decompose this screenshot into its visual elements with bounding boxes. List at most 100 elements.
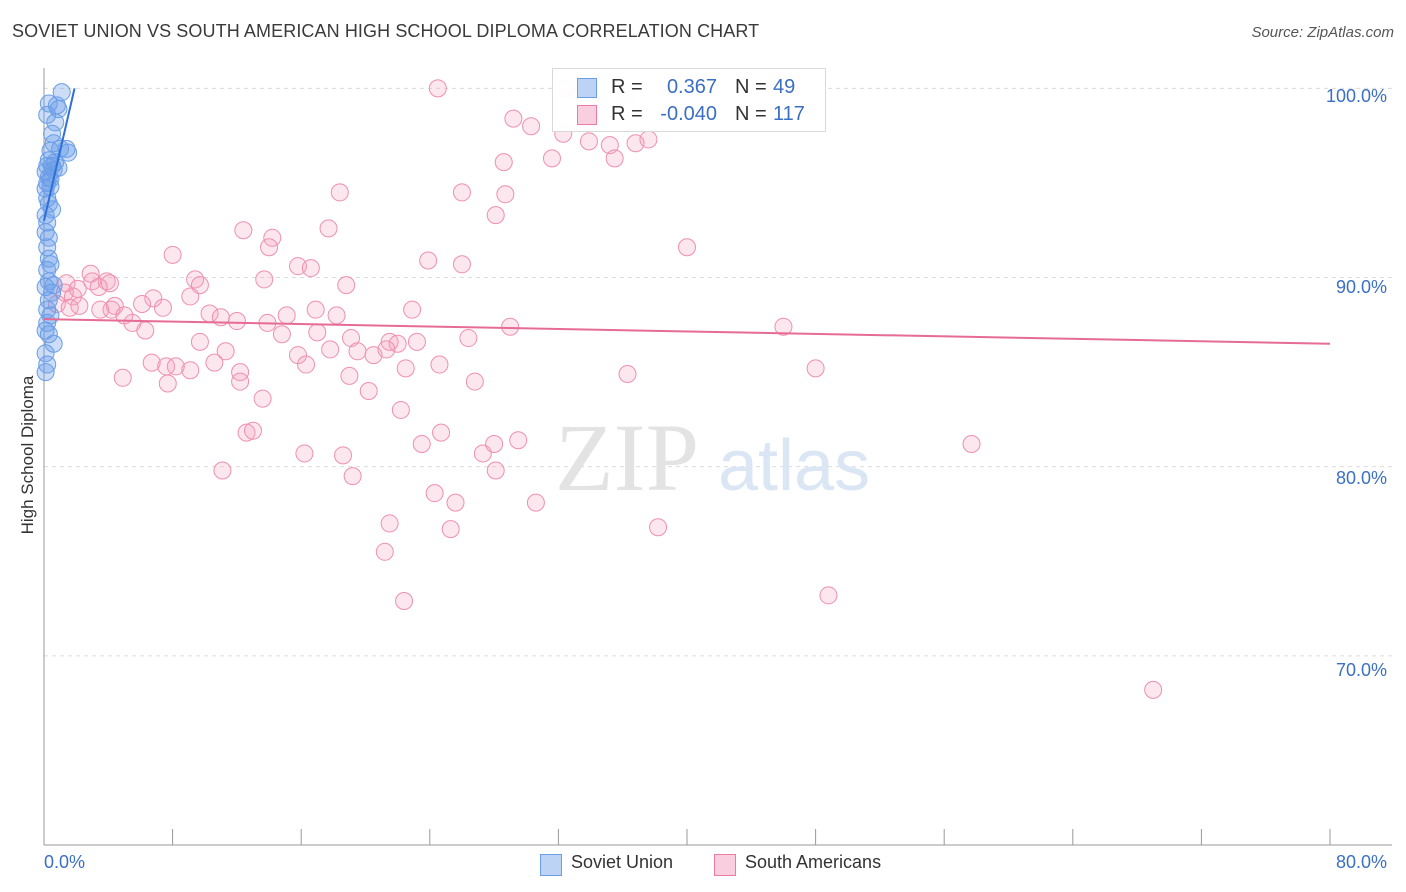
point-south-americans-69 [459,329,478,348]
point-south-americans-86 [465,372,484,391]
point-south-americans-7 [600,136,619,155]
point-soviet-union-33 [39,325,58,344]
trend-line-south-americans [43,318,1331,345]
point-south-americans-91 [231,372,250,391]
point-south-americans-11 [542,149,561,168]
gridlines [44,87,1392,657]
chart-source: Source: ZipAtlas.com [1251,24,1394,41]
stats-n-label: N = [735,76,767,98]
point-south-americans-71 [216,342,235,361]
point-south-americans-54 [306,300,325,319]
point-south-americans-113 [649,518,668,537]
correlation-stats-box: R = 0.367 N = 49 R = -0.040 N = 117 [552,68,826,132]
point-south-americans-20 [260,238,279,257]
point-south-americans-12 [605,149,624,168]
point-south-americans-28 [186,270,205,289]
stats-r-value: 0.367 [666,76,717,98]
legend-swatch-soviet-union [540,854,562,876]
point-south-americans-92 [340,366,359,385]
chart-title: SOVIET UNION VS SOUTH AMERICAN HIGH SCHO… [12,21,760,41]
point-south-americans-65 [342,329,361,348]
point-south-americans-103 [295,444,314,463]
point-soviet-union-30 [38,300,57,319]
point-south-americans-24 [452,255,471,274]
point-south-americans-10 [494,153,513,172]
point-south-americans-23 [419,251,438,270]
point-south-americans-67 [388,334,407,353]
legend-label-soviet-union: Soviet Union [571,852,674,872]
point-south-americans-70 [190,332,209,351]
stats-r-label: R = [611,103,643,125]
stats-swatch-soviet-union [577,78,597,98]
point-south-americans-79 [430,355,449,374]
legend-label-south-americans: South Americans [745,852,882,872]
point-south-americans-107 [486,461,505,480]
legend-swatch-south-americans [714,854,736,876]
point-south-americans-115 [395,591,414,610]
point-south-americans-82 [166,357,185,376]
point-soviet-union-1 [52,83,71,102]
point-south-americans-77 [396,359,415,378]
point-south-americans-58 [774,317,793,336]
y-axis-label: High School Diploma [18,375,37,535]
point-south-americans-93 [359,382,378,401]
point-south-americans-17 [319,219,338,238]
point-south-americans-118 [1144,680,1163,699]
point-south-americans-3 [504,109,523,128]
y-tick-label-100: 100.0% [1326,86,1388,106]
point-south-americans-116 [819,586,838,605]
point-south-americans-62 [136,321,155,340]
point-south-americans-98 [412,434,431,453]
point-south-americans-101 [485,434,504,453]
point-south-americans-53 [277,306,296,325]
point-soviet-union-21 [36,223,55,242]
watermark: ZIP atlas [555,404,870,511]
point-south-americans-30 [337,276,356,295]
point-south-americans-41 [181,287,200,306]
point-south-americans-26 [301,259,320,278]
point-south-americans-13 [330,183,349,202]
point-south-americans-40 [144,289,163,308]
point-south-americans-90 [158,374,177,393]
point-south-americans-4 [522,117,541,136]
point-south-americans-68 [407,332,426,351]
point-soviet-union-36 [38,355,57,374]
point-south-americans-99 [432,423,451,442]
point-soviet-union-47 [44,276,63,295]
point-south-americans-76 [377,340,396,359]
point-south-americans-37 [89,277,108,296]
point-south-americans-51 [227,312,246,331]
stats-n-value: 49 [773,76,796,98]
watermark-atlas: atlas [718,426,870,506]
x-tick-label-max: 80.0% [1336,852,1388,872]
point-south-americans-59 [91,300,110,319]
trend-lines [43,88,1331,345]
point-soviet-union-48 [38,313,57,332]
point-soviet-union-39 [49,100,68,119]
point-south-americans-46 [70,296,89,315]
point-south-americans-87 [618,365,637,383]
point-south-americans-95 [391,400,410,419]
point-soviet-union-37 [36,363,55,382]
point-south-americans-29 [255,270,274,289]
point-south-americans-84 [205,353,224,372]
point-south-americans-114 [375,542,394,561]
point-south-americans-16 [486,206,505,225]
point-south-americans-22 [163,245,182,264]
point-south-americans-9 [639,130,658,149]
data-points [36,79,1163,699]
point-south-americans-0 [428,79,447,98]
point-soviet-union-20 [38,213,57,232]
axes [43,68,1392,846]
point-south-americans-105 [343,467,362,486]
point-south-americans-110 [446,493,465,512]
point-soviet-union-23 [38,238,57,257]
stats-n-label: N = [735,103,767,125]
point-south-americans-34 [100,274,119,293]
point-south-americans-89 [113,368,132,387]
point-south-americans-14 [452,183,471,202]
stats-row-soviet-union: R = 0.367 N = 49 [553,74,825,102]
point-south-americans-117 [962,434,981,453]
point-south-americans-56 [403,300,422,319]
